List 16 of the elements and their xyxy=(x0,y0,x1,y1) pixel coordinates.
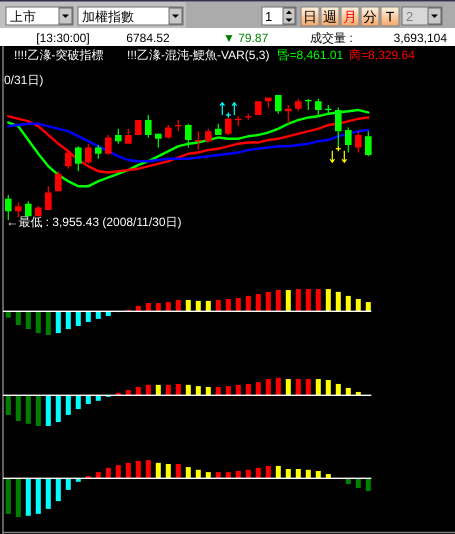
text: 3,693,104 xyxy=(394,31,448,45)
text: [13:30:00] xyxy=(36,31,90,45)
text: 6784.52 xyxy=(126,31,170,45)
text: 成交量 : xyxy=(310,31,353,45)
chart-title: !!!!乙湪-突破指標 xyxy=(14,48,104,62)
text: 啇=8,329.64 xyxy=(349,48,416,62)
text: ▼ 79.87 xyxy=(223,31,269,45)
text: 昬=8,461.01 xyxy=(277,48,344,62)
text: 1 xyxy=(265,9,272,24)
text: 上市 xyxy=(10,9,36,24)
text: 0/31日) xyxy=(4,73,44,87)
text: 加權指數 xyxy=(82,9,134,24)
text: 2 xyxy=(406,9,414,24)
text: T xyxy=(386,8,395,24)
annotation: ←最低 : 3,955.43 (2008/11/30日) xyxy=(6,215,182,229)
chart-subtitle: !!!乙湪-混沌-鯁魚-VAR(5,3) xyxy=(127,48,270,62)
